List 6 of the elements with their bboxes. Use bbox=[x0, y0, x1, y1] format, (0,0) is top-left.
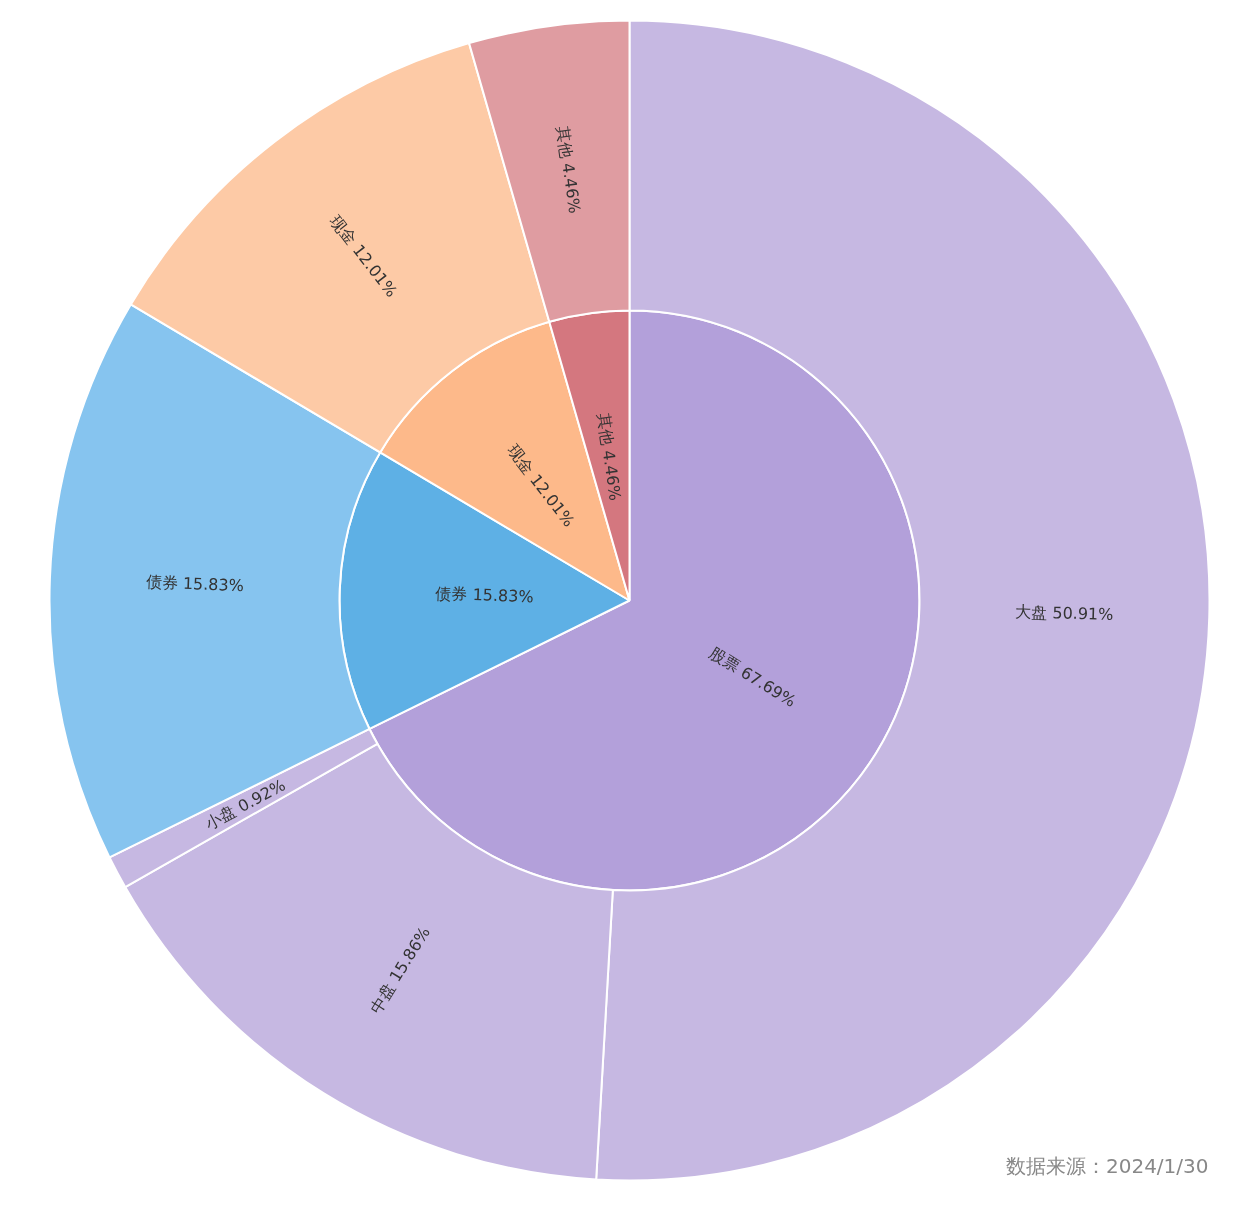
category-label: 其他 4.46% bbox=[553, 124, 585, 215]
slice-label: 债券 15.83% bbox=[435, 583, 534, 607]
category-label: 债券 15.83% bbox=[145, 572, 245, 596]
slice-label: 其他 4.46% bbox=[593, 412, 625, 502]
category-label: 大盘 50.91% bbox=[1015, 602, 1114, 624]
source-note: 数据来源：2024/1/30 bbox=[1005, 1153, 1209, 1178]
